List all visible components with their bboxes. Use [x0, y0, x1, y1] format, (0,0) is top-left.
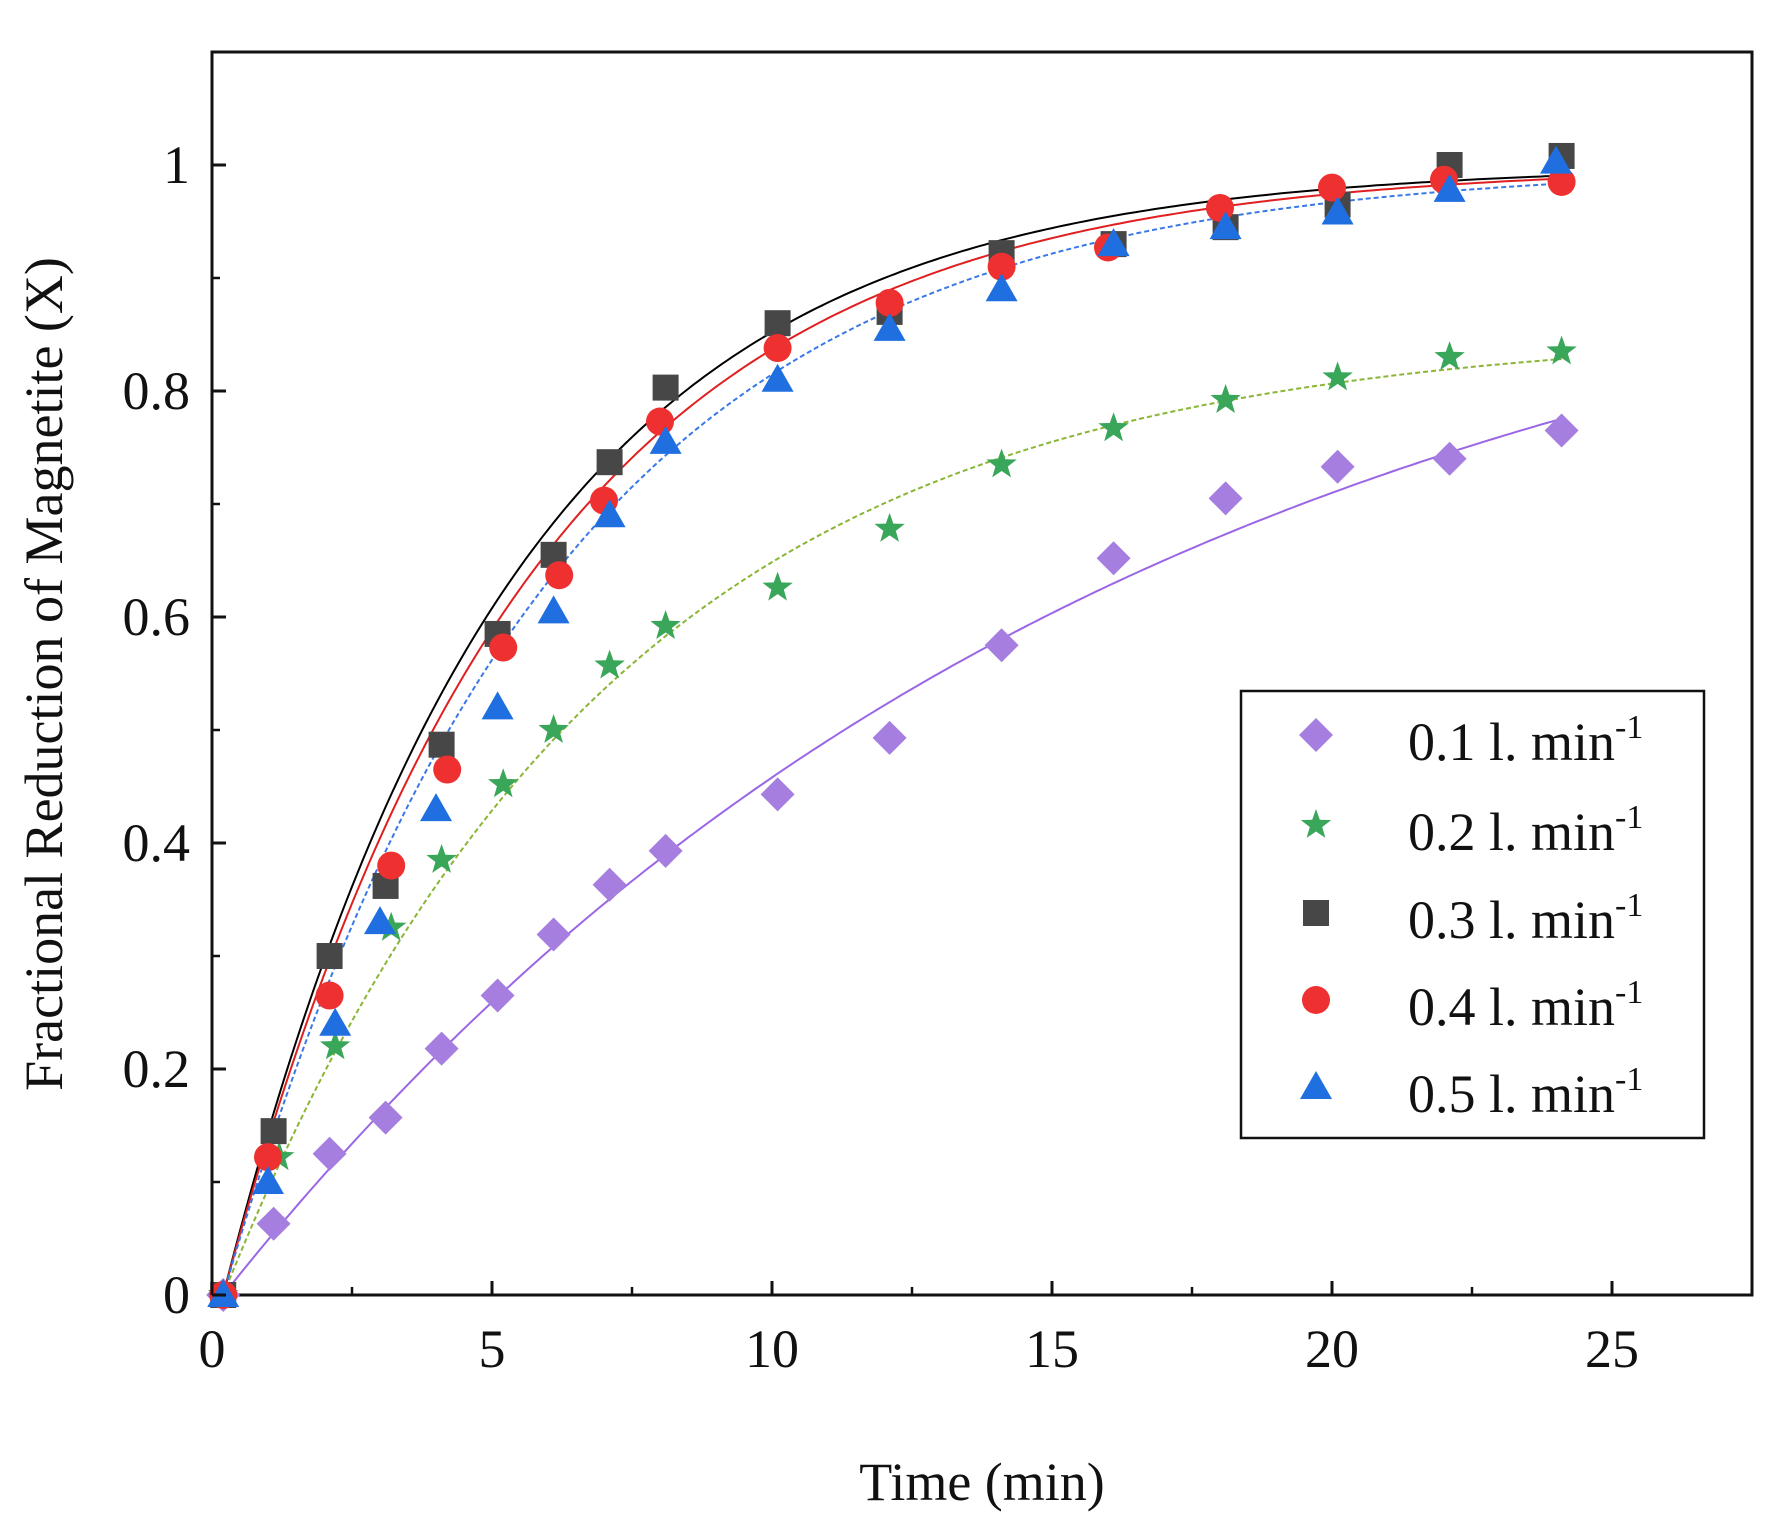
data-point-s1-9	[762, 571, 793, 601]
y-tick-label: 0.6	[123, 587, 191, 647]
data-point-s3-6	[545, 561, 574, 590]
y-tick-label: 1	[163, 135, 190, 195]
y-tick-label: 0	[163, 1265, 190, 1325]
data-point-s1-2	[320, 1030, 351, 1060]
data-point-s3-16	[1547, 167, 1576, 196]
data-point-s0-7	[592, 867, 627, 902]
data-point-s0-14	[1320, 449, 1355, 484]
x-tick-label: 15	[1025, 1319, 1079, 1379]
data-point-s4-13	[1209, 211, 1242, 240]
data-point-s3-3	[377, 851, 406, 880]
data-point-s0-16	[1544, 413, 1579, 448]
data-point-s1-14	[1322, 361, 1353, 391]
x-tick-label: 5	[479, 1319, 506, 1379]
x-tick-label: 20	[1305, 1319, 1359, 1379]
x-tick-label: 25	[1585, 1319, 1639, 1379]
data-point-s2-8	[652, 374, 679, 401]
data-point-s1-4	[426, 844, 457, 873]
data-point-s2-2	[316, 943, 343, 969]
data-point-s0-9	[760, 777, 795, 812]
legend: 0.1 l. min-1 0.2 l. min-1 0.3 l. min-1 0…	[1239, 689, 1706, 1140]
data-point-s4-7	[593, 499, 626, 528]
legend-label-4: 0.5 l. min-1	[1408, 1061, 1643, 1124]
data-point-s3-10	[875, 288, 904, 317]
data-point-s3-2	[315, 981, 344, 1010]
legend-marker-4	[1300, 1071, 1332, 1099]
data-point-s0-2	[312, 1136, 347, 1171]
y-tick-label: 0.2	[123, 1039, 191, 1099]
legend-label-1: 0.2 l. min-1	[1408, 799, 1643, 862]
data-point-s1-10	[874, 512, 905, 542]
data-point-s4-4	[420, 793, 452, 822]
data-point-s4-3	[364, 906, 396, 935]
data-point-s1-8	[650, 610, 681, 639]
x-axis-title: Time (min)	[859, 1452, 1105, 1512]
data-point-s2-9	[764, 310, 791, 337]
data-point-s0-8	[648, 833, 683, 868]
data-point-s0-13	[1208, 481, 1243, 516]
data-point-s4-5	[481, 691, 514, 720]
data-point-s1-13	[1210, 384, 1241, 413]
legend-label-0: 0.1 l. min-1	[1408, 709, 1643, 772]
y-axis-title: Fractional Reduction of Magnetite (X)	[14, 257, 74, 1091]
data-point-s3-13	[1206, 193, 1234, 222]
data-point-s3-14	[1318, 173, 1346, 202]
data-point-s0-15	[1432, 441, 1467, 476]
data-point-s4-8	[649, 425, 682, 454]
y-tick-label: 0.4	[123, 813, 191, 873]
data-point-s0-6	[536, 917, 571, 952]
data-point-s4-11	[985, 273, 1018, 302]
data-point-s1-12	[1098, 412, 1129, 442]
legend-label-2: 0.3 l. min-1	[1408, 887, 1643, 950]
data-point-s2-7	[596, 449, 623, 476]
data-point-s1-11	[986, 448, 1017, 478]
data-point-s4-12	[1097, 228, 1130, 257]
data-point-s4-10	[873, 312, 906, 341]
data-point-s2-1	[260, 1118, 287, 1145]
legend-marker-3	[1302, 986, 1330, 1014]
legend-marker-2	[1303, 900, 1329, 926]
data-point-s2-4	[428, 731, 455, 758]
data-point-s0-4	[424, 1031, 459, 1066]
data-point-s3-1	[254, 1143, 282, 1172]
legend-marker-0	[1299, 718, 1333, 752]
data-point-s4-2	[319, 1007, 352, 1036]
x-tick-label: 10	[745, 1319, 799, 1379]
plot-frame	[210, 50, 1754, 1297]
data-point-s3-4	[433, 755, 462, 784]
data-point-s0-3	[368, 1100, 403, 1135]
axes: 0 5 10 15 20 25 0 0.2 0.4 0.6 0.8 1	[123, 50, 1639, 1379]
data-point-s0-1	[256, 1206, 291, 1241]
data-point-s0-10	[872, 720, 907, 755]
data-point-s4-0	[207, 1279, 240, 1307]
data-point-s1-15	[1434, 341, 1465, 370]
x-tick-label: 0	[199, 1319, 226, 1379]
data-point-s4-15	[1433, 173, 1466, 202]
y-tick-label: 0.8	[123, 361, 191, 421]
data-point-s4-14	[1321, 196, 1354, 225]
data-point-s0-5	[480, 978, 515, 1013]
data-point-s3-8	[646, 407, 674, 436]
legend-marker-1	[1300, 809, 1332, 838]
legend-markers	[1299, 718, 1333, 1099]
data-points	[206, 142, 1579, 1312]
data-point-s1-7	[594, 649, 625, 679]
data-point-s3-5	[489, 633, 518, 662]
data-point-s1-5	[488, 768, 519, 798]
data-point-s4-9	[761, 363, 794, 392]
data-point-s1-16	[1546, 335, 1577, 365]
data-point-s0-11	[984, 628, 1019, 663]
data-point-s0-12	[1096, 541, 1131, 576]
data-point-s3-11	[987, 252, 1016, 281]
data-point-s1-6	[538, 714, 569, 743]
data-point-s4-16	[1540, 145, 1572, 174]
data-point-s4-1	[252, 1166, 284, 1194]
legend-label-3: 0.4 l. min-1	[1408, 974, 1643, 1037]
data-point-s4-6	[537, 595, 570, 624]
data-point-s3-9	[763, 334, 792, 363]
